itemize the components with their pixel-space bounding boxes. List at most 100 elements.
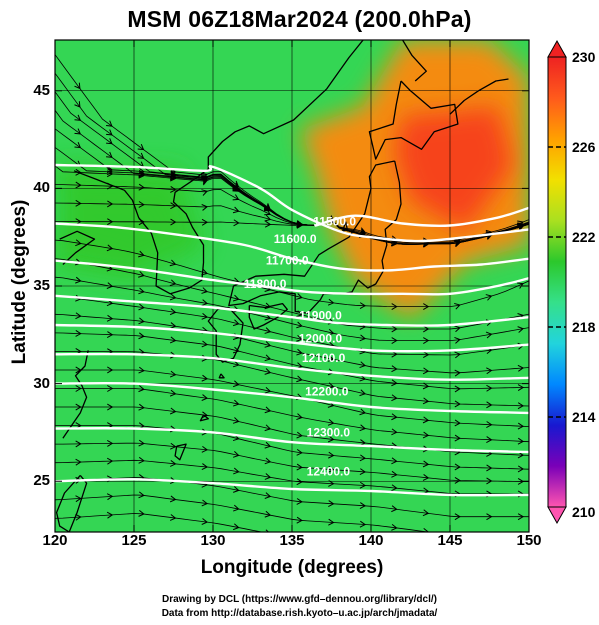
wind-arrow [454,477,461,484]
wind-arrow [75,458,82,466]
wind-arrow [233,523,240,531]
wind-arrow [138,439,145,447]
wind-arrow [232,194,240,201]
wind-arrow [107,403,114,411]
wind-arrow [517,384,525,391]
streamline [55,313,529,374]
streamline [55,494,432,532]
wind-arrow [454,302,461,310]
contour-label: 12400.0 [307,464,351,478]
wind-arrow [137,143,145,151]
wind-arrow [264,203,271,210]
wind-arrow [169,259,177,267]
colorbar-bottom-cap [547,506,567,525]
wind-arrow [486,384,493,392]
y-tick-label: 45 [33,81,50,99]
wind-arrow [423,351,430,359]
wind-arrow [232,180,240,187]
wind-arrow [486,531,487,532]
wind-arrow [359,389,366,397]
colorbar-tick-label: 214 [572,409,596,425]
wind-arrow [74,142,82,149]
height-contour [55,352,529,381]
wind-arrow [422,397,430,405]
wind-arrow [486,401,493,409]
wind-arrow [264,368,272,375]
streamline [55,219,529,242]
coastline [62,350,89,439]
wind-arrow [328,480,335,487]
wind-arrow [201,445,209,453]
contour-label: 12300.0 [307,425,351,439]
wind-arrow [169,322,177,329]
streamline [55,54,529,246]
wind-arrow [296,310,303,318]
wind-arrow [391,325,398,333]
wind-arrow [517,437,525,445]
wind-arrow [75,366,82,374]
wind-arrow [296,478,303,486]
wind-arrow [517,223,524,230]
streamline [55,425,529,470]
streamline [55,258,529,330]
wind-arrow [422,509,430,517]
streamline [55,202,529,244]
wind-arrow [106,129,113,136]
wind-arrow [423,547,428,553]
wind-arrow [517,402,525,410]
wind-arrow [454,351,461,359]
wind-arrow [454,238,461,246]
wind-arrow [391,239,398,247]
wind-arrow [106,314,114,322]
wind-arrow [359,408,367,416]
wind-arrow [106,244,114,252]
wind-arrow [201,518,209,525]
wind-arrow [296,220,303,228]
wind-arrow [138,456,145,464]
wind-arrow [74,128,82,135]
wind-arrow [170,186,177,193]
wind-arrow [391,484,398,492]
wind-arrow [264,302,272,310]
wind-arrow [232,346,240,354]
wind-arrow [169,336,177,344]
wind-arrow [423,325,430,333]
wind-arrow [75,276,82,284]
wind-arrow [359,302,367,310]
wind-arrow [233,219,240,227]
colorbar-body [547,56,567,508]
wind-arrow [327,355,335,362]
wind-arrow [454,385,461,393]
colorbar-tick-label: 230 [572,49,596,65]
wind-arrow [518,551,523,557]
wind-arrow [517,513,525,521]
height-contour [55,381,529,415]
wind-arrow [138,332,145,340]
wind-arrow [201,176,208,183]
contour-label: 11600.0 [274,232,317,246]
wind-arrow [74,82,81,90]
wind-arrow [264,406,272,414]
height-contour [55,163,529,243]
colorbar-tick-label: 210 [572,504,596,520]
wind-arrow [327,419,335,426]
coastline [368,80,459,160]
wind-arrow [454,513,461,521]
wind-arrow [138,250,145,258]
wind-arrow [328,538,333,544]
wind-arrow [391,505,398,513]
wind-arrow [517,326,525,333]
wind-arrow [327,328,335,336]
colorbar [547,39,567,525]
wind-arrow [264,457,272,465]
wind-arrow [107,218,114,226]
wind-arrow [107,385,114,392]
streamline [55,351,529,407]
wind-arrow [485,294,493,301]
wind-arrow [169,407,177,415]
wind-arrow [232,206,240,214]
wind-arrow [107,366,114,374]
wind-arrow [201,172,208,180]
wind-arrow [201,218,209,226]
